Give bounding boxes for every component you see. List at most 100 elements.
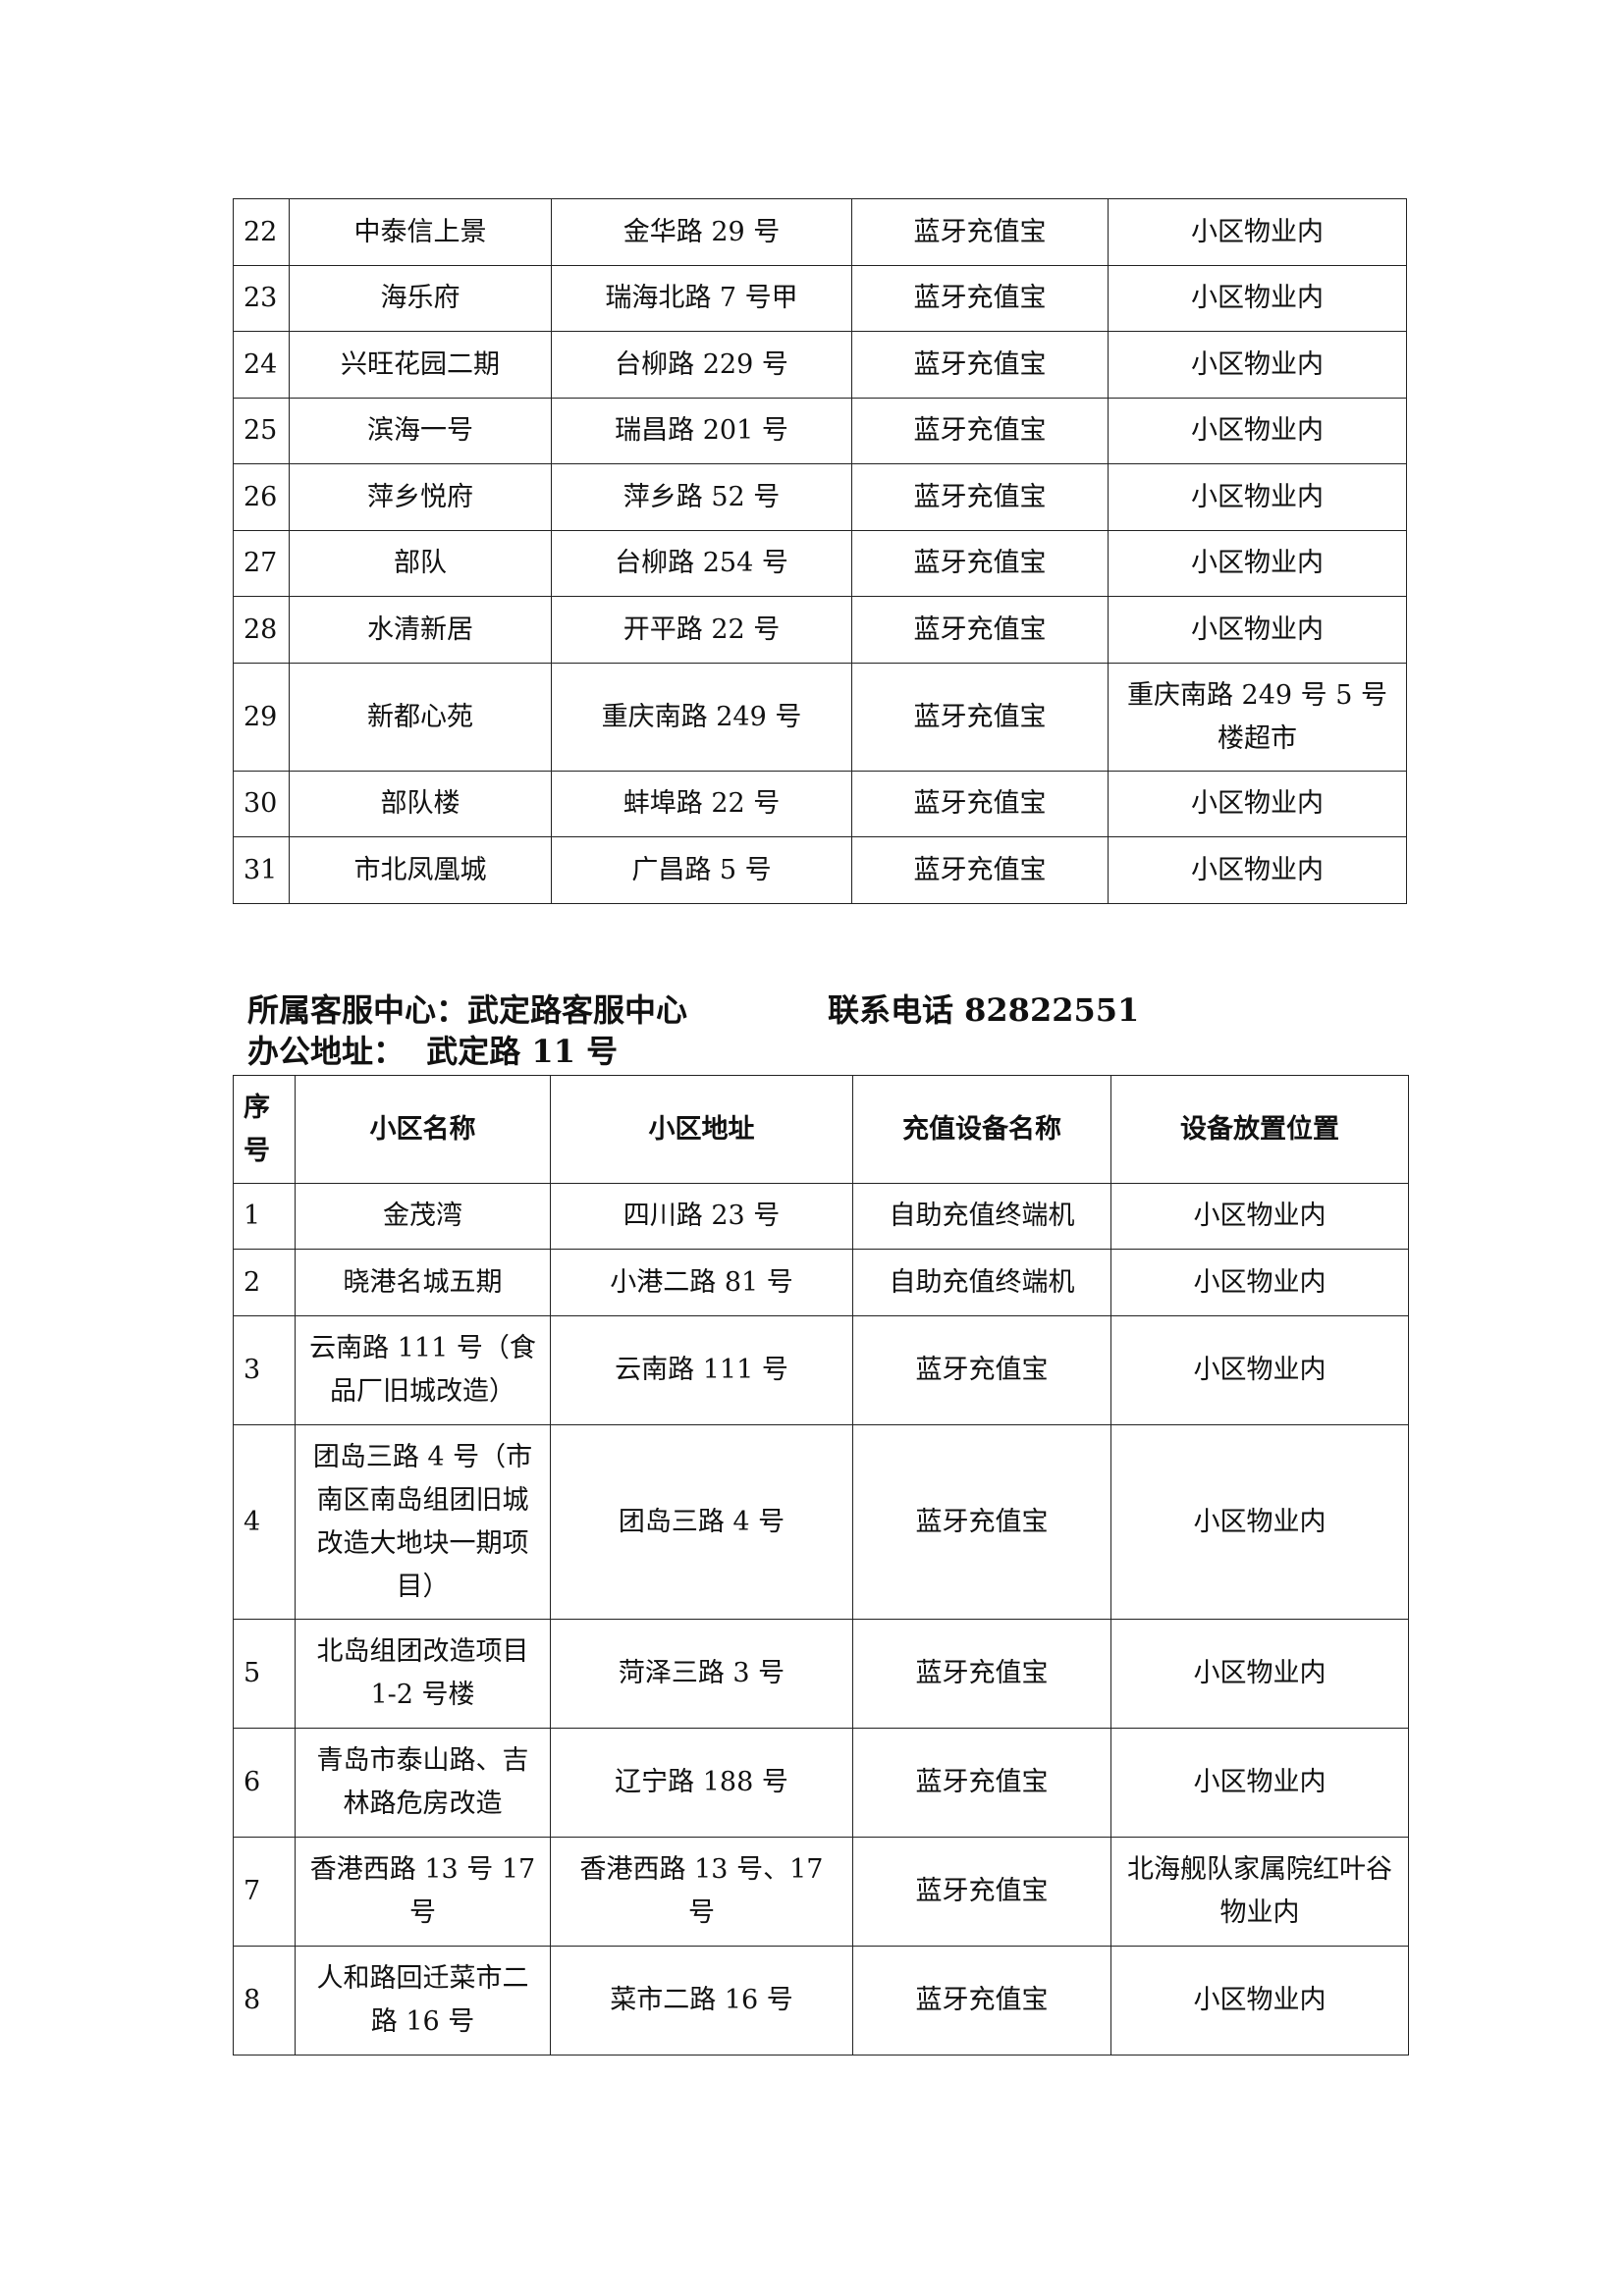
cell-device-location: 小区物业内 — [1108, 198, 1407, 266]
header-device-location: 设备放置位置 — [1110, 1075, 1409, 1184]
cell-community-name: 金茂湾 — [295, 1183, 551, 1250]
cell-device-name: 蓝牙充值宝 — [852, 1424, 1111, 1620]
cell-device-name: 蓝牙充值宝 — [852, 1315, 1111, 1425]
cell-index: 24 — [233, 331, 290, 399]
cell-community-name: 北岛组团改造项目 1-2 号楼 — [295, 1619, 551, 1729]
header-index: 序号 — [233, 1075, 296, 1184]
table-row: 2 晓港名城五期 小港二路 81 号自助充值终端机 小区物业内 — [233, 1249, 1409, 1316]
cell-index: 26 — [233, 463, 290, 531]
cell-community-address: 小港二路 81 号 — [550, 1249, 853, 1316]
table-row: 1 金茂湾 四川路 23 号自助充值终端机 小区物业内 — [233, 1183, 1409, 1250]
cell-device-name: 蓝牙充值宝 — [851, 198, 1109, 266]
cell-community-address: 台柳路 254 号 — [551, 530, 852, 597]
cell-device-location: 小区物业内 — [1108, 463, 1407, 531]
cell-community-address: 四川路 23 号 — [550, 1183, 853, 1250]
cell-index: 6 — [233, 1728, 296, 1838]
table-row: 23 海乐府 瑞海北路 7 号甲 蓝牙充值宝 小区物业内 — [233, 265, 1407, 332]
cell-community-address: 云南路 111 号 — [550, 1315, 853, 1425]
cell-device-name: 蓝牙充值宝 — [851, 265, 1109, 332]
table-row: 22 中泰信上景 金华路 29 号蓝牙充值宝 小区物业内 — [233, 198, 1407, 266]
cell-device-name: 蓝牙充值宝 — [852, 1619, 1111, 1729]
cell-community-address: 菏泽三路 3 号 — [550, 1619, 853, 1729]
table-row: 3 云南路 111 号（食品厂旧城改造） 云南路 111 号蓝牙充值宝 小区物业内 — [233, 1315, 1409, 1425]
table-row: 27 部队 台柳路 254 号蓝牙充值宝 小区物业内 — [233, 530, 1407, 597]
table-row: 5 北岛组团改造项目 1-2 号楼 菏泽三路 3 号蓝牙充值宝 小区物业内 — [233, 1619, 1409, 1729]
cell-community-name: 部队楼 — [289, 771, 552, 837]
table-row: 8 人和路回迁菜市二路 16 号菜市二路 16 号蓝牙充值宝 小区物业内 — [233, 1946, 1409, 2056]
table-row: 26 萍乡悦府 萍乡路 52 号蓝牙充值宝 小区物业内 — [233, 463, 1407, 531]
table-row: 29 新都心苑 重庆南路 249 号蓝牙充值宝 重庆南路 249 号 5 号楼超市 — [233, 663, 1407, 772]
cell-community-name: 滨海一号 — [289, 398, 552, 464]
cell-index: 8 — [233, 1946, 296, 2056]
cell-device-location: 小区物业内 — [1110, 1249, 1409, 1316]
cell-community-name: 人和路回迁菜市二路 16 号 — [295, 1946, 551, 2056]
cell-device-location: 小区物业内 — [1110, 1946, 1409, 2056]
cell-device-name: 蓝牙充值宝 — [851, 331, 1109, 399]
table-row: 7 香港西路 13 号 17 号香港西路 13 号、17 号蓝牙充值宝 北海舰队家属… — [233, 1837, 1409, 1947]
table-row: 6 青岛市泰山路、吉林路危房改造 辽宁路 188 号蓝牙充值宝 小区物业内 — [233, 1728, 1409, 1838]
table-row: 4 团岛三路 4 号（市南区南岛组团旧城改造大地块一期项目） 团岛三路 4 号蓝牙充… — [233, 1424, 1409, 1620]
cell-index: 3 — [233, 1315, 296, 1425]
cell-device-name: 蓝牙充值宝 — [851, 463, 1109, 531]
cell-community-name: 市北凤凰城 — [289, 836, 552, 904]
cell-device-name: 自助充值终端机 — [852, 1249, 1111, 1316]
cell-device-location: 小区物业内 — [1108, 771, 1407, 837]
cell-device-name: 蓝牙充值宝 — [851, 663, 1109, 772]
cell-device-location: 小区物业内 — [1110, 1315, 1409, 1425]
cell-community-name: 萍乡悦府 — [289, 463, 552, 531]
cell-index: 27 — [233, 530, 290, 597]
cell-community-address: 菜市二路 16 号 — [550, 1946, 853, 2056]
cell-community-address: 辽宁路 188 号 — [550, 1728, 853, 1838]
cell-community-address: 开平路 22 号 — [551, 596, 852, 664]
cell-device-location: 小区物业内 — [1108, 398, 1407, 464]
cell-index: 22 — [233, 198, 290, 266]
cell-device-location: 小区物业内 — [1110, 1728, 1409, 1838]
cell-device-name: 自助充值终端机 — [852, 1183, 1111, 1250]
cell-index: 4 — [233, 1424, 296, 1620]
cell-device-location: 小区物业内 — [1108, 596, 1407, 664]
cell-index: 31 — [233, 836, 290, 904]
cell-index: 28 — [233, 596, 290, 664]
cell-community-address: 金华路 29 号 — [551, 198, 852, 266]
cell-device-location: 重庆南路 249 号 5 号楼超市 — [1108, 663, 1407, 772]
cell-community-name: 晓港名城五期 — [295, 1249, 551, 1316]
service-center-label: 所属客服中心：武定路客服中心 — [247, 991, 688, 1029]
cell-device-location: 小区物业内 — [1108, 331, 1407, 399]
cell-community-name: 部队 — [289, 530, 552, 597]
cell-device-name: 蓝牙充值宝 — [851, 530, 1109, 597]
cell-device-location: 小区物业内 — [1108, 836, 1407, 904]
cell-device-name: 蓝牙充值宝 — [851, 596, 1109, 664]
cell-community-address: 重庆南路 249 号 — [551, 663, 852, 772]
cell-index: 1 — [233, 1183, 296, 1250]
cell-community-name: 云南路 111 号（食品厂旧城改造） — [295, 1315, 551, 1425]
station-table-continued: 22 中泰信上景 金华路 29 号蓝牙充值宝 小区物业内 23 海乐府 瑞海北路 7 号甲蓝… — [233, 198, 1407, 904]
cell-device-location: 小区物业内 — [1110, 1424, 1409, 1620]
cell-community-address: 蚌埠路 22 号 — [551, 771, 852, 837]
cell-community-name: 水清新居 — [289, 596, 552, 664]
cell-device-name: 蓝牙充值宝 — [852, 1728, 1111, 1838]
table-row: 24 兴旺花园二期 台柳路 229 号蓝牙充值宝 小区物业内 — [233, 331, 1407, 399]
cell-community-address: 瑞海北路 7 号甲 — [551, 265, 852, 332]
cell-device-location: 小区物业内 — [1108, 530, 1407, 597]
table-row: 25 滨海一号 瑞昌路 201 号蓝牙充值宝 小区物业内 — [233, 398, 1407, 464]
cell-community-address: 瑞昌路 201 号 — [551, 398, 852, 464]
cell-index: 2 — [233, 1249, 296, 1316]
table-row: 30 部队楼 蚌埠路 22 号蓝牙充值宝 小区物业内 — [233, 771, 1407, 837]
cell-community-name: 中泰信上景 — [289, 198, 552, 266]
cell-index: 5 — [233, 1619, 296, 1729]
cell-community-name: 青岛市泰山路、吉林路危房改造 — [295, 1728, 551, 1838]
table-row: 31 市北凤凰城 广昌路 5 号蓝牙充值宝 小区物业内 — [233, 836, 1407, 904]
cell-device-name: 蓝牙充值宝 — [851, 771, 1109, 837]
header-device-name: 充值设备名称 — [852, 1075, 1111, 1184]
cell-device-name: 蓝牙充值宝 — [852, 1837, 1111, 1947]
header-community-name: 小区名称 — [295, 1075, 551, 1184]
cell-community-name: 香港西路 13 号 17 号 — [295, 1837, 551, 1947]
cell-community-name: 海乐府 — [289, 265, 552, 332]
cell-device-name: 蓝牙充值宝 — [851, 398, 1109, 464]
cell-device-location: 北海舰队家属院红叶谷物业内 — [1110, 1837, 1409, 1947]
cell-community-address: 广昌路 5 号 — [551, 836, 852, 904]
cell-community-address: 台柳路 229 号 — [551, 331, 852, 399]
cell-index: 7 — [233, 1837, 296, 1947]
cell-index: 30 — [233, 771, 290, 837]
cell-community-address: 萍乡路 52 号 — [551, 463, 852, 531]
